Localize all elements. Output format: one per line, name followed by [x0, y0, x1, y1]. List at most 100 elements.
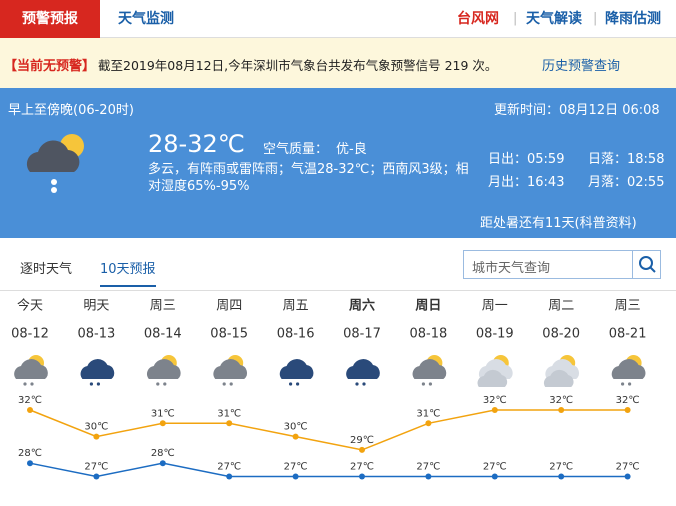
temp-label: 32℃	[616, 395, 640, 406]
nav-bar: 预警预报 天气监测 台风网 | 天气解读 | 降雨估测	[0, 0, 676, 38]
weekday: 今天	[17, 298, 43, 314]
temp-point	[359, 446, 365, 453]
icon-drop	[156, 382, 160, 386]
icon-drop	[23, 382, 27, 386]
date: 08-21	[609, 327, 647, 342]
icon-cloud	[611, 359, 646, 379]
nav-link[interactable]: 降雨估测	[605, 11, 661, 27]
weekday: 周一	[482, 299, 508, 314]
temp-point	[359, 473, 365, 480]
icon-drop	[89, 382, 93, 386]
weekday: 周三	[615, 299, 641, 314]
weekday: 周日	[415, 299, 441, 314]
date: 08-19	[476, 327, 514, 342]
icon-drop	[628, 382, 632, 386]
temp-label: 32℃	[18, 395, 42, 406]
temp-point	[159, 460, 166, 467]
temp-label: 30℃	[84, 422, 108, 433]
icon-drop	[163, 382, 167, 386]
temp-label: 27℃	[483, 462, 507, 473]
temp-label: 27℃	[284, 462, 308, 473]
temp-point	[624, 473, 631, 480]
temp-range: 28-32℃	[148, 130, 245, 158]
today-panel: 早上至傍晚(06-20时) 28-32℃ 空气质量： 优-良 多云，有阵雨或雷阵…	[0, 88, 676, 238]
nav-tab[interactable]: 天气监测	[118, 11, 174, 27]
sunset: 日落：18:58	[588, 152, 665, 167]
temp-point	[292, 473, 299, 480]
temp-point	[558, 407, 565, 413]
date: 08-12	[11, 327, 49, 342]
forecast-tab[interactable]: 10天预报	[100, 258, 156, 287]
icon-drop	[428, 382, 432, 386]
weather-icon	[213, 355, 248, 386]
weather-icon	[14, 355, 48, 386]
air-label: 空气质量：	[263, 142, 329, 157]
air-value: 优-良	[336, 142, 367, 157]
alert-text: 截至2019年08月12日,今年深圳市气象台共发布气象预警信号 219 次。	[98, 58, 498, 73]
weather-icon	[346, 359, 380, 386]
solar-term[interactable]: 距处暑还有11天(科普资料)	[480, 216, 637, 231]
period: 早上至傍晚(06-20时)	[8, 103, 134, 118]
icon-drop	[421, 382, 425, 386]
date: 08-14	[144, 327, 182, 342]
icon-cloud	[543, 369, 574, 387]
icon-cloud	[213, 359, 248, 379]
search-button[interactable]	[632, 251, 661, 278]
weather-icon	[146, 355, 181, 386]
weather-icon	[543, 355, 580, 387]
temp-label: 32℃	[483, 395, 507, 406]
icon-drop	[229, 382, 233, 386]
temp-label: 30℃	[284, 422, 308, 433]
weekday: 周四	[216, 299, 242, 314]
icon-drop	[355, 382, 359, 386]
icon-cloud	[14, 359, 48, 379]
forecast-tab[interactable]: 逐时天气	[20, 262, 73, 277]
nav-link[interactable]: 天气解读	[526, 11, 582, 27]
alert-bar: 【当前无预警】 截至2019年08月12日,今年深圳市气象台共发布气象预警信号 …	[0, 38, 676, 88]
update-time: 更新时间：08月12日 06:08	[494, 103, 660, 118]
temp-point	[558, 473, 565, 480]
weather-icon	[477, 355, 513, 387]
temp-point	[491, 407, 498, 413]
search-icon	[639, 256, 656, 273]
moonset: 月落：02:55	[588, 175, 665, 190]
icon-cloud	[346, 359, 380, 379]
weather-icon	[26, 134, 84, 193]
moonrise: 月出：16:43	[488, 175, 565, 190]
alert-label: 【当前无预警】	[4, 59, 96, 74]
weather-icon	[80, 359, 115, 386]
weather-icon	[412, 355, 447, 386]
temp-label: 27℃	[416, 462, 440, 473]
separator: |	[513, 11, 518, 26]
temp-label: 27℃	[616, 462, 640, 473]
temp-label: 27℃	[84, 462, 108, 473]
divider	[0, 290, 676, 291]
temp-label: 28℃	[151, 448, 175, 459]
weather-icon	[279, 359, 314, 386]
icon-drop	[296, 382, 300, 386]
temp-point	[93, 473, 100, 480]
temp-label: 31℃	[151, 408, 175, 419]
temp-label: 27℃	[549, 462, 573, 473]
temp-label: 29℃	[350, 435, 374, 446]
temp-point	[159, 420, 166, 427]
search-box[interactable]: 城市天气查询	[463, 250, 661, 279]
temp-label: 27℃	[350, 462, 374, 473]
nav-link[interactable]: 台风网	[457, 11, 499, 27]
weather-icon	[611, 355, 646, 386]
nav-tab[interactable]: 预警预报	[0, 0, 100, 38]
icon-cloud	[279, 359, 314, 379]
icon-drop	[362, 382, 366, 386]
icon-cloud	[146, 359, 181, 379]
weekday: 周二	[548, 299, 574, 314]
alert-link[interactable]: 历史预警查询	[542, 59, 621, 74]
temp-point	[425, 473, 432, 480]
icon-cloud	[80, 359, 115, 379]
temp-line	[29, 409, 628, 451]
temp-label: 31℃	[416, 408, 440, 419]
temp-label: 27℃	[217, 462, 241, 473]
temp-label: 31℃	[217, 408, 241, 419]
weekday: 周三	[150, 299, 176, 314]
date: 08-15	[210, 327, 248, 342]
